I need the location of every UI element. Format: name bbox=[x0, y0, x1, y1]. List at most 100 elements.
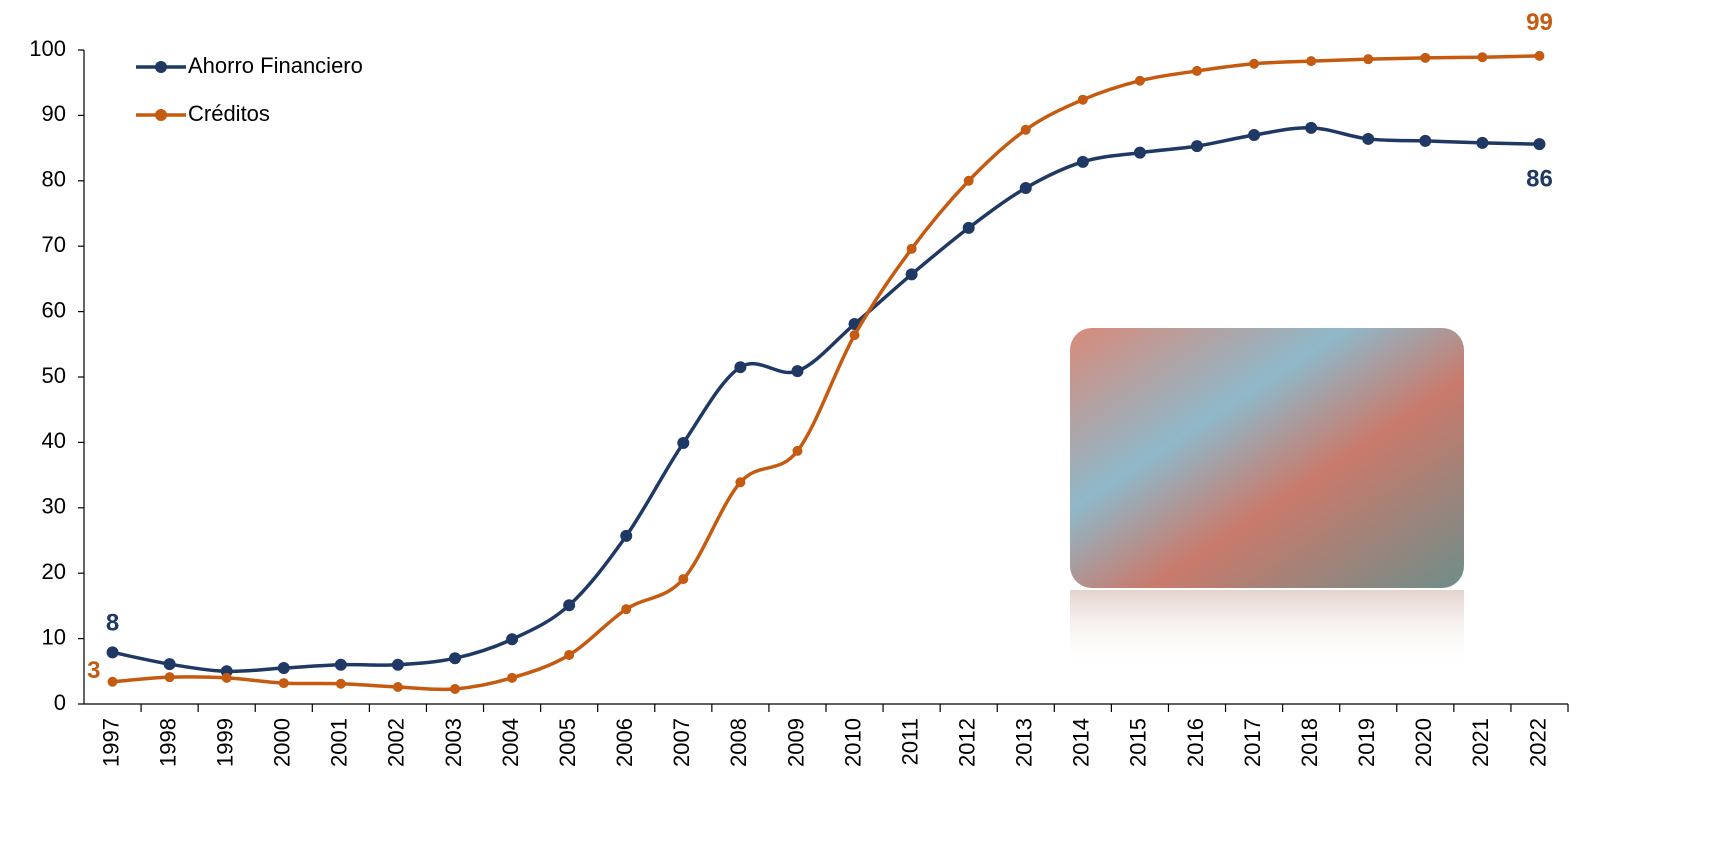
data-point bbox=[1133, 146, 1146, 159]
y-tick-label: 50 bbox=[42, 363, 66, 388]
data-label: 3 bbox=[87, 657, 100, 684]
x-tick-label: 2015 bbox=[1126, 718, 1151, 767]
legend-marker bbox=[155, 109, 167, 121]
series-line bbox=[112, 54, 1540, 692]
data-point bbox=[1362, 132, 1375, 145]
data-point bbox=[620, 529, 633, 542]
legend-marker bbox=[155, 61, 167, 73]
y-tick-label: 70 bbox=[42, 232, 66, 257]
photo-reflection bbox=[1070, 590, 1464, 670]
data-label: 86 bbox=[1526, 166, 1553, 193]
data-point bbox=[1534, 50, 1545, 61]
data-point bbox=[449, 652, 461, 665]
data-point bbox=[1020, 124, 1031, 135]
data-point bbox=[335, 678, 346, 689]
data-point bbox=[1019, 181, 1032, 194]
data-point bbox=[1249, 58, 1260, 69]
data-point bbox=[221, 672, 232, 683]
data-point bbox=[906, 243, 917, 254]
data-point bbox=[1363, 54, 1374, 65]
y-tick-label: 80 bbox=[42, 167, 66, 192]
x-tick-label: 2020 bbox=[1411, 718, 1436, 767]
data-point bbox=[1476, 136, 1489, 149]
data-point bbox=[106, 646, 119, 659]
data-point bbox=[1419, 134, 1432, 147]
data-point bbox=[1533, 138, 1546, 151]
x-tick-label: 2019 bbox=[1354, 718, 1379, 767]
x-tick-label: 1997 bbox=[98, 718, 123, 767]
data-point bbox=[107, 676, 118, 687]
money-photo bbox=[1070, 328, 1464, 588]
data-point bbox=[163, 658, 176, 671]
data-point bbox=[621, 604, 632, 615]
x-tick-label: 2000 bbox=[270, 718, 295, 767]
x-tick-label: 1998 bbox=[155, 718, 180, 767]
data-point bbox=[791, 365, 804, 378]
data-point bbox=[450, 683, 460, 694]
x-tick-label: 2016 bbox=[1183, 718, 1208, 767]
x-tick-label: 2018 bbox=[1297, 718, 1322, 767]
data-point bbox=[277, 662, 290, 675]
y-tick-label: 100 bbox=[29, 36, 66, 61]
data-point bbox=[734, 361, 747, 374]
y-tick-label: 40 bbox=[42, 428, 66, 453]
x-tick-label: 2003 bbox=[441, 718, 466, 767]
data-point bbox=[278, 678, 289, 689]
series-line bbox=[112, 126, 1540, 674]
x-tick-label: 1999 bbox=[213, 718, 238, 767]
x-tick-label: 2006 bbox=[612, 718, 637, 767]
data-point bbox=[905, 268, 918, 281]
data-point bbox=[678, 574, 689, 585]
data-point bbox=[391, 658, 404, 671]
x-tick-label: 2010 bbox=[840, 718, 865, 767]
data-point bbox=[1191, 140, 1203, 153]
data-point bbox=[564, 649, 575, 660]
data-point bbox=[1477, 52, 1488, 63]
x-tick-label: 2021 bbox=[1468, 718, 1493, 767]
x-tick-label: 2001 bbox=[327, 718, 352, 767]
y-tick-label: 90 bbox=[42, 101, 66, 126]
x-tick-label: 2011 bbox=[897, 718, 922, 765]
data-label: 8 bbox=[106, 610, 119, 637]
data-point bbox=[963, 175, 974, 186]
data-point bbox=[849, 330, 860, 341]
data-point bbox=[164, 672, 175, 683]
y-tick-label: 20 bbox=[42, 559, 66, 584]
x-tick-label: 2014 bbox=[1069, 718, 1094, 767]
x-tick-label: 2013 bbox=[1012, 718, 1037, 767]
x-tick-label: 2002 bbox=[384, 718, 409, 767]
x-tick-label: 2008 bbox=[726, 718, 751, 767]
legend-label: Ahorro Financiero bbox=[188, 53, 363, 78]
y-tick-label: 10 bbox=[42, 624, 66, 649]
data-point bbox=[1077, 94, 1088, 105]
x-tick-label: 2012 bbox=[955, 718, 980, 767]
data-point bbox=[1192, 65, 1202, 76]
data-point bbox=[1306, 56, 1317, 67]
legend-label: Créditos bbox=[188, 101, 270, 126]
data-point bbox=[735, 477, 746, 488]
data-label: 99 bbox=[1526, 9, 1553, 36]
x-tick-label: 2005 bbox=[555, 718, 580, 767]
data-point bbox=[1134, 75, 1145, 86]
x-tick-label: 2007 bbox=[669, 718, 694, 767]
data-point bbox=[334, 658, 347, 671]
y-tick-label: 0 bbox=[54, 690, 66, 715]
data-point bbox=[1076, 155, 1089, 168]
x-tick-label: 2017 bbox=[1240, 718, 1265, 767]
data-point bbox=[1420, 52, 1431, 63]
data-point bbox=[563, 599, 576, 612]
data-point bbox=[506, 633, 519, 646]
data-point bbox=[962, 221, 975, 234]
y-tick-label: 60 bbox=[42, 297, 66, 322]
x-tick-label: 2009 bbox=[783, 718, 808, 767]
y-tick-label: 30 bbox=[42, 494, 66, 519]
data-point bbox=[1248, 129, 1261, 142]
data-point bbox=[1305, 121, 1318, 134]
data-point bbox=[792, 445, 803, 456]
data-point bbox=[507, 672, 518, 683]
x-tick-label: 2004 bbox=[498, 718, 523, 767]
data-point bbox=[677, 437, 690, 450]
x-tick-label: 2022 bbox=[1525, 718, 1550, 767]
